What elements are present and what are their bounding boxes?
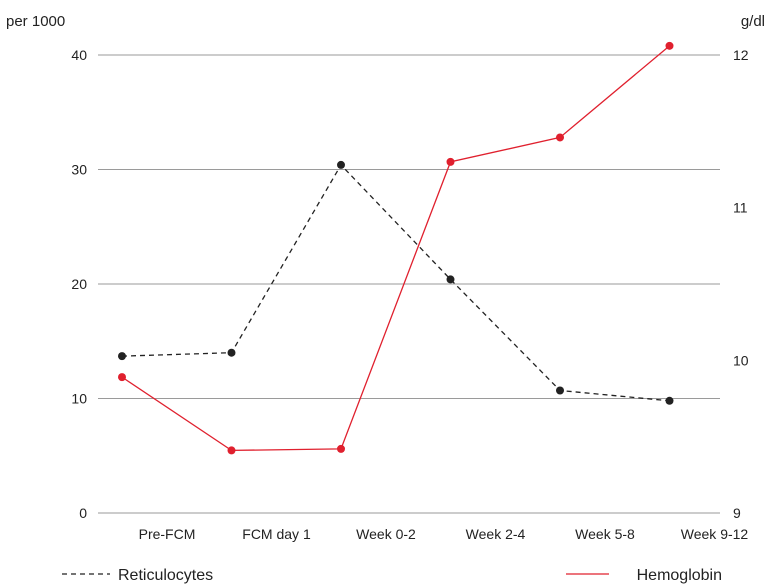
left-axis-tick-label: 40 — [71, 47, 87, 63]
x-axis-category-label: Week 2-4 — [466, 526, 526, 542]
hemoglobin-data-point — [446, 157, 455, 166]
gridlines — [98, 54, 720, 514]
hemoglobin-data-point — [118, 373, 126, 382]
right-axis-tick-label: 12 — [733, 47, 749, 63]
x-axis-category-label: Week 9-12 — [681, 526, 749, 542]
right-axis-unit-label: g/dl — [741, 13, 765, 30]
right-axis-tick-label: 11 — [733, 200, 748, 216]
reticulocytes-data-point — [556, 386, 564, 395]
series — [118, 41, 674, 455]
right-axis-tick-label: 9 — [733, 505, 741, 521]
left-axis-tick-label: 0 — [79, 505, 87, 521]
left-axis-tick-label: 20 — [71, 276, 87, 292]
legend-reticulocytes-label: Reticulocytes — [118, 567, 213, 584]
hemoglobin-series-line — [121, 45, 670, 452]
hemoglobin-data-point — [337, 444, 345, 453]
legend-hemoglobin-label: Hemoglobin — [637, 567, 722, 584]
legend: Reticulocytes Hemoglobin — [62, 567, 722, 584]
x-axis-category-label: Pre-FCM — [139, 526, 196, 542]
left-axis-unit-label: per 1000 — [6, 13, 65, 30]
left-axis-tick-label: 10 — [71, 391, 87, 407]
reticulocytes-data-point — [446, 275, 455, 284]
reticulocytes-series-line — [121, 163, 670, 402]
right-axis-tick-label: 10 — [733, 352, 749, 368]
reticulocytes-data-point — [227, 348, 236, 357]
hemoglobin-data-point — [556, 133, 564, 142]
x-axis-category-label: Week 0-2 — [356, 526, 416, 542]
hemoglobin-data-point — [665, 41, 674, 50]
hemoglobin-data-point — [227, 446, 236, 455]
reticulocytes-data-point — [337, 160, 345, 169]
left-axis-tick-label: 30 — [71, 162, 87, 178]
reticulocytes-data-point — [665, 396, 674, 405]
axes: per 1000 g/dl 0 10 20 30 40 9 10 11 12 Pre-FCM FCM… — [6, 13, 765, 542]
x-axis-category-label: Week 5-8 — [575, 526, 635, 542]
x-axis-category-label: FCM day 1 — [242, 526, 311, 542]
reticulocytes-data-point — [118, 352, 126, 361]
